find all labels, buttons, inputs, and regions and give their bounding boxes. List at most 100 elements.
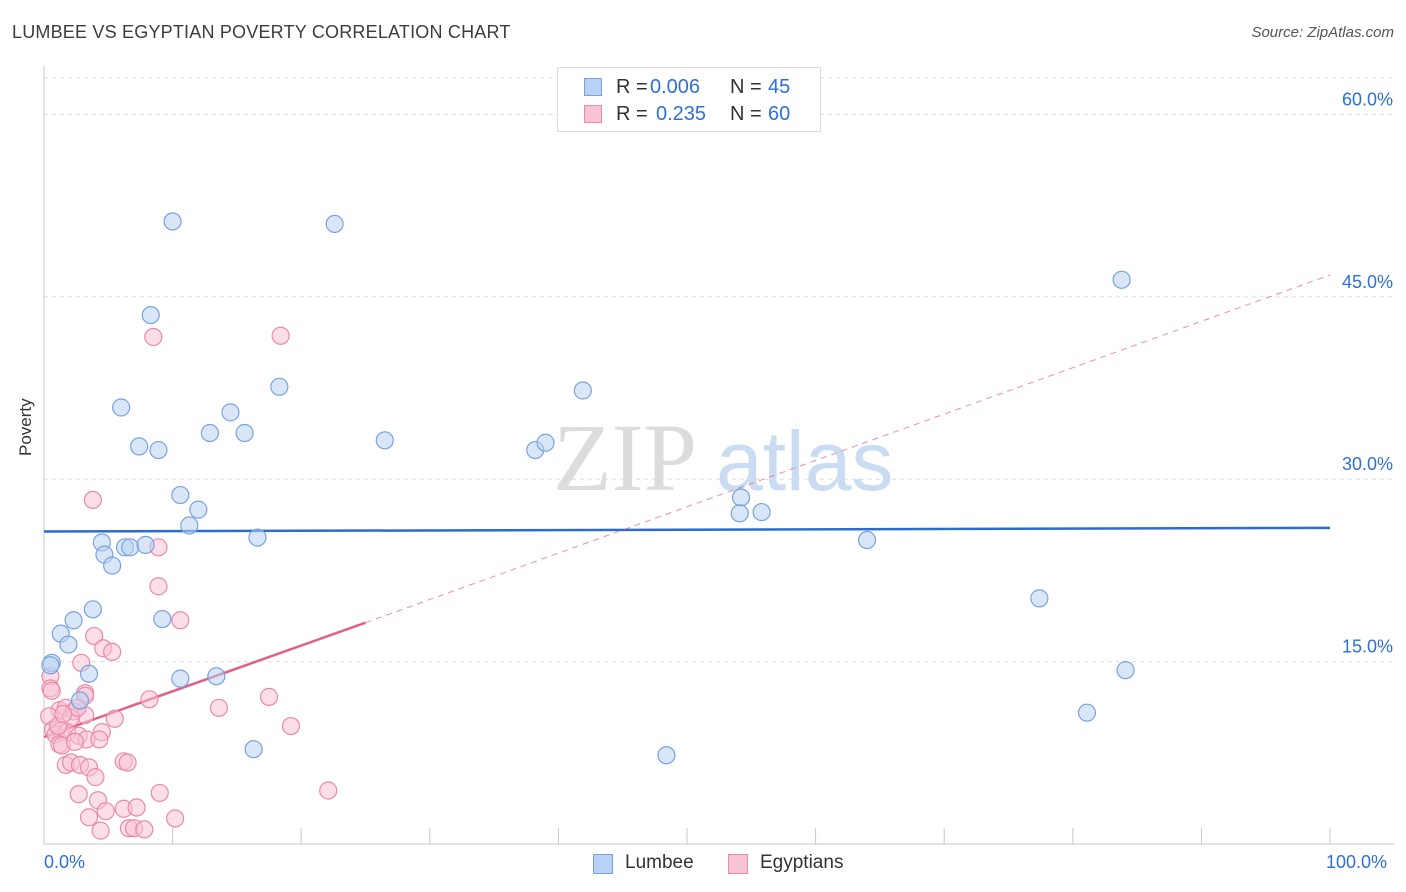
lumbee-point (857, 530, 877, 550)
lumbee-point (325, 214, 344, 234)
egyptians-swatch (728, 854, 748, 874)
n-label: N = (730, 76, 762, 98)
egyptian-point (166, 809, 185, 828)
egyptian-point (135, 820, 154, 839)
lumbee-point (752, 502, 771, 522)
egyptian-point (149, 577, 168, 596)
lumbee-point (1116, 661, 1135, 680)
egyptian-point (79, 808, 99, 827)
lumbee-point (112, 398, 131, 417)
lumbee-point (153, 609, 172, 629)
egyptian-point (83, 490, 102, 510)
egyptian-point (69, 785, 88, 804)
lumbee-point (171, 669, 190, 688)
lumbee-point (59, 635, 78, 654)
egyptian-trend-extension (365, 274, 1331, 624)
r-label: R = (616, 103, 648, 125)
lumbee-point (1030, 589, 1049, 608)
gridlines (44, 77, 1394, 663)
egyptians-swatch (584, 105, 602, 123)
lumbee-point (270, 377, 289, 396)
lumbee-point (536, 433, 555, 452)
egyptian-point (90, 730, 109, 749)
lumbee-point (244, 740, 263, 759)
n-label: N = (730, 103, 762, 125)
egyptian-point (105, 709, 124, 728)
egyptian-point (42, 681, 61, 700)
egyptians-label: Egyptians (760, 852, 844, 873)
lumbee-point (171, 485, 190, 505)
egyptian-point (103, 642, 122, 661)
data-points (40, 212, 1135, 840)
lumbee-point (200, 423, 219, 443)
egyptian-point (118, 753, 137, 772)
lumbee-point (83, 600, 102, 619)
lumbee-label: Lumbee (625, 852, 694, 873)
lumbee-point (207, 667, 226, 686)
lumbee-point (79, 664, 99, 683)
watermark-zip: ZIP (553, 404, 697, 511)
lumbee-point (375, 431, 394, 450)
y-tick-label: 15.0% (1342, 637, 1393, 657)
egyptian-point (271, 326, 290, 345)
egyptian-point (281, 716, 301, 736)
egyptian-point (96, 802, 115, 821)
lumbee-point (136, 535, 155, 554)
r-value: 0.235 (656, 103, 707, 125)
chart-title: LUMBEE VS EGYPTIAN POVERTY CORRELATION C… (12, 22, 511, 42)
egyptian-point (171, 611, 190, 630)
r-label: R = (616, 76, 648, 98)
egyptian-point (144, 327, 163, 347)
lumbee-swatch (593, 854, 613, 874)
egyptian-point (91, 821, 110, 840)
lumbee-point (221, 403, 240, 422)
egyptian-point (127, 798, 146, 817)
lumbee-point (730, 504, 749, 523)
source-label: Source: ZipAtlas.com (1251, 24, 1394, 41)
r-value: 0.006 (650, 76, 701, 98)
lumbee-point (573, 381, 592, 400)
lumbee-point (1112, 270, 1131, 289)
lumbee-point (163, 212, 182, 231)
lumbee-point (180, 516, 199, 535)
lumbee-point (1077, 703, 1097, 722)
egyptian-point (65, 732, 84, 751)
lumbee-point (235, 423, 254, 443)
lumbee-point (130, 437, 149, 456)
lumbee-trend-line (43, 526, 1331, 533)
lumbee-point (41, 656, 60, 675)
lumbee-point (657, 746, 676, 765)
lumbee-point (70, 691, 90, 710)
n-value: 45 (768, 76, 791, 98)
lumbee-point (103, 556, 122, 575)
y-axis-label: Poverty (16, 398, 35, 456)
x-tick-min: 0.0% (44, 852, 86, 872)
x-tick-max: 100.0% (1326, 852, 1388, 872)
lumbee-point (141, 305, 160, 325)
y-tick-label: 45.0% (1342, 272, 1393, 292)
egyptian-point (54, 704, 73, 724)
lumbee-point (731, 488, 751, 507)
egyptian-point (140, 690, 159, 709)
egyptian-point (150, 783, 169, 803)
y-tick-label: 60.0% (1342, 89, 1393, 109)
correlation-legend: R = 0.006 N = 45 R = 0.235 N = 60 (557, 67, 821, 132)
egyptian-point (209, 698, 228, 717)
y-tick-labels: 15.0% 30.0% 45.0% 60.0% (1342, 89, 1393, 656)
lumbee-point (121, 538, 140, 557)
lumbee-point (64, 611, 83, 630)
watermark: ZIP atlas (553, 404, 893, 511)
lumbee-point (248, 528, 267, 547)
lumbee-point (149, 440, 168, 460)
y-tick-label: 30.0% (1342, 454, 1393, 474)
n-value: 60 (768, 103, 791, 125)
egyptian-trend-line (43, 621, 366, 739)
egyptian-point (259, 687, 279, 706)
egyptian-point (85, 626, 104, 646)
lumbee-swatch (584, 78, 602, 96)
axes (43, 66, 1394, 845)
egyptian-point (86, 768, 105, 787)
lumbee-point (189, 500, 208, 519)
egyptian-point (319, 781, 338, 800)
